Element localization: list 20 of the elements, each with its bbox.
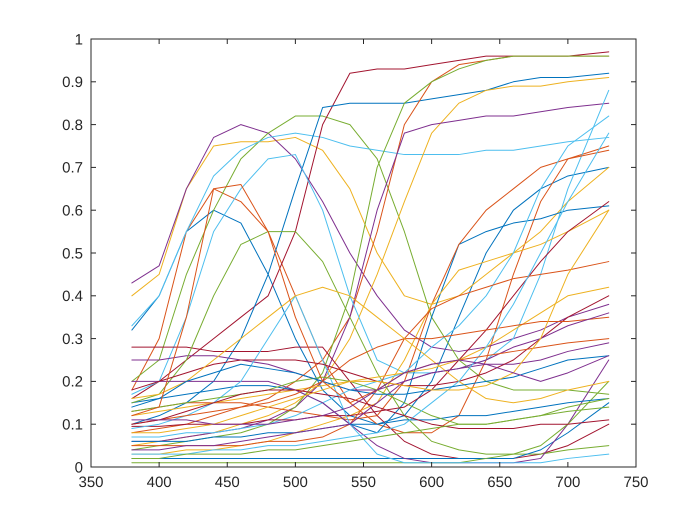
x-tick-label: 600 [419,474,444,491]
y-tick-label: 0.8 [62,116,83,134]
x-tick-label: 450 [214,474,240,491]
y-tick-label: 0.3 [62,330,83,348]
y-tick-label: 0.6 [62,202,83,220]
y-tick-label: 0.5 [62,245,83,262]
y-tick-label: 1 [74,31,83,48]
y-tick-label: 0.2 [62,374,83,391]
x-tick-label: 500 [282,474,308,491]
x-tick-label: 650 [487,474,512,491]
y-tick-label: 0.7 [62,160,83,177]
x-tick-label: 750 [623,474,649,491]
y-tick-label: 0.4 [62,288,83,306]
x-tick-label: 400 [146,474,172,491]
y-tick-label: 0.1 [62,416,83,434]
y-tick-label: 0 [74,459,83,476]
x-tick-label: 550 [350,474,376,491]
x-tick-label: 700 [555,474,580,491]
y-tick-label: 0.9 [62,74,83,92]
x-tick-label: 350 [78,474,104,491]
